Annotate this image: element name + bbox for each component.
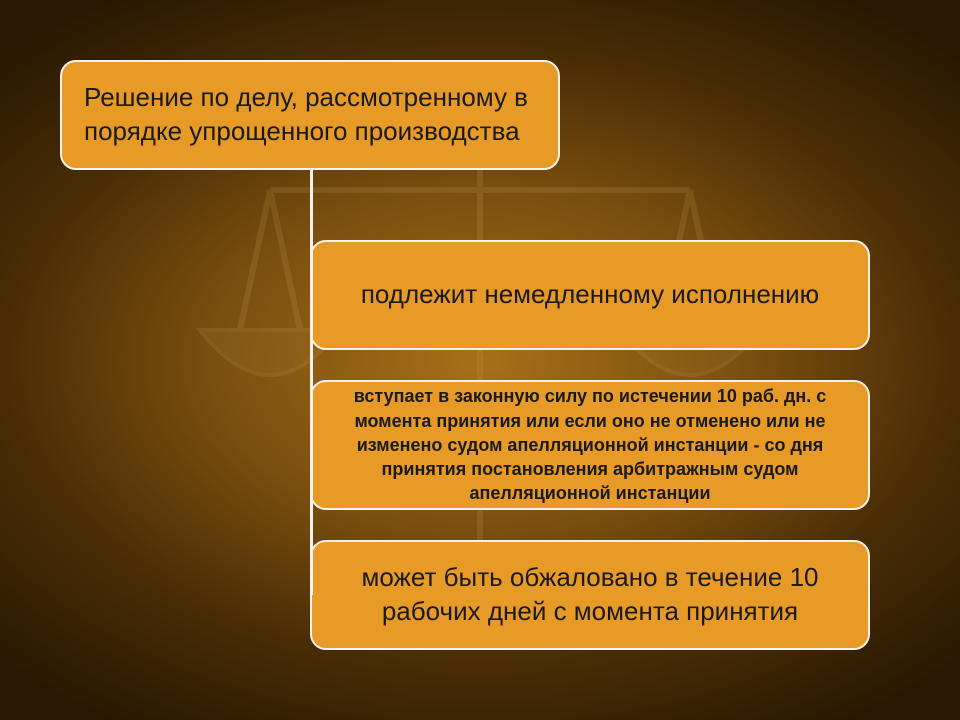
child-node-2-label: вступает в законную силу по истечении 10…: [312, 374, 868, 515]
diagram-canvas: Решение по делу, рассмотренному в порядк…: [0, 0, 960, 720]
child-node-2: вступает в законную силу по истечении 10…: [310, 380, 870, 510]
child-node-1-label: подлежит немедленному исполнению: [312, 268, 868, 322]
root-node-label: Решение по делу, рассмотренному в порядк…: [62, 67, 558, 163]
child-node-3: может быть обжаловано в течение 10 рабоч…: [310, 540, 870, 650]
child-node-3-label: может быть обжаловано в течение 10 рабоч…: [312, 551, 868, 639]
root-node: Решение по делу, рассмотренному в порядк…: [60, 60, 560, 170]
child-node-1: подлежит немедленному исполнению: [310, 240, 870, 350]
connector-trunk: [310, 170, 313, 595]
